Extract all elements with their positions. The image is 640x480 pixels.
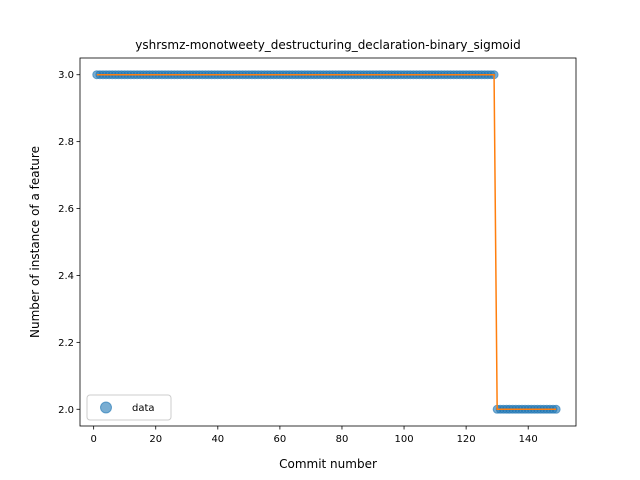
- plot-area: 0 20 40 60 80 100 120 140 2.0 2.2 2.4 2.6 2.8 3.0: [58, 57, 577, 445]
- y-tick-label: 3.0: [58, 70, 74, 81]
- x-tick-label: 20: [149, 434, 162, 445]
- x-tick-label: 60: [274, 434, 287, 445]
- y-tick-label: 2.2: [58, 338, 74, 349]
- y-axis-title: Number of instance of a feature: [28, 146, 42, 338]
- x-tick-label: 0: [90, 434, 96, 445]
- legend-frame: [86, 394, 172, 421]
- x-tick-label: 100: [394, 434, 413, 445]
- x-tick-label: 140: [519, 434, 538, 445]
- legend-label: data: [132, 403, 155, 414]
- legend: data: [86, 394, 172, 421]
- y-tick-label: 2.4: [58, 271, 74, 282]
- legend-marker: [100, 401, 112, 414]
- y-tick-label: 2.8: [58, 137, 74, 148]
- y-tick-label: 2.6: [58, 204, 74, 215]
- y-tick-label: 2.0: [58, 405, 74, 416]
- chart-title: yshrsmz-monotweety_destructuring_declara…: [135, 38, 520, 52]
- x-axis-title: Commit number: [279, 457, 377, 471]
- axes-frame: [79, 57, 577, 427]
- x-tick-label: 80: [336, 434, 349, 445]
- x-tick-label: 120: [457, 434, 476, 445]
- fit-line: [96, 73, 557, 411]
- x-tick-label: 40: [211, 434, 224, 445]
